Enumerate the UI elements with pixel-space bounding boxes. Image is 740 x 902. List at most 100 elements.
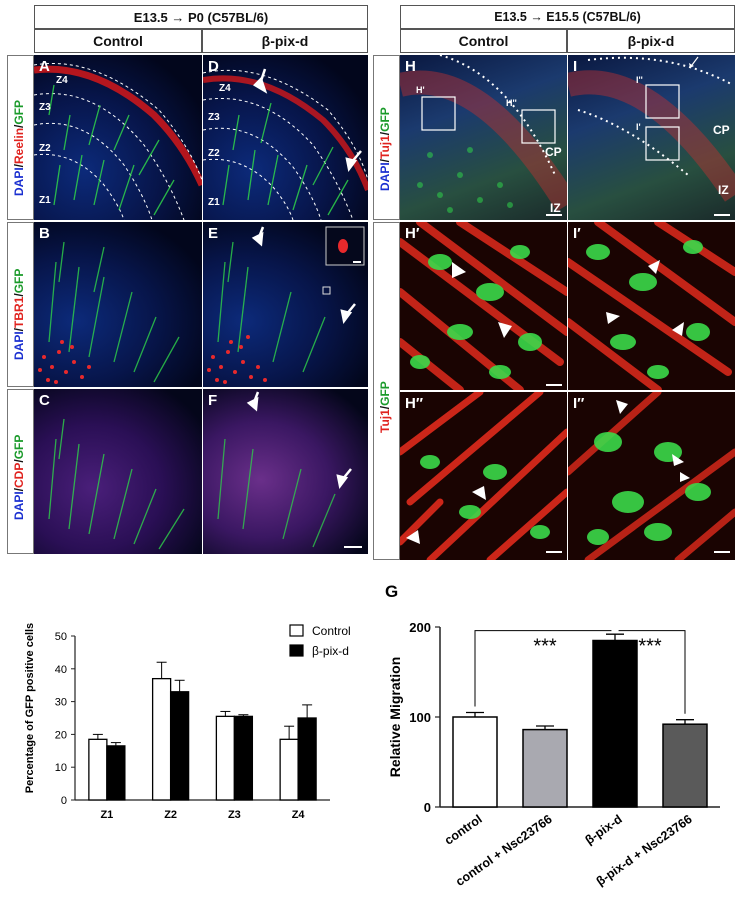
iz-label-i: IZ — [718, 183, 729, 197]
bar-Control-Z4 — [279, 738, 299, 801]
row-label-tbr1: DAPI/TBR1/GFP — [12, 268, 26, 360]
y-tick-label: 200 — [409, 620, 431, 635]
row-label-cdp: DAPI/CDP/GFP — [12, 434, 26, 520]
left-col-bpixd-text: β-pix-d — [261, 33, 309, 49]
cp-label-h: CP — [545, 145, 562, 159]
left-section-header-text: E13.5 → P0 (C57BL/6) — [133, 9, 269, 25]
panel-letter-e: E — [208, 225, 219, 242]
panel-e-overlay — [207, 226, 365, 384]
micrograph-panel-e: E — [203, 222, 368, 387]
row-label-reelin: DAPI/Reelin/GFP — [12, 99, 26, 196]
panel-letter-i-double-prime: I″ — [573, 395, 585, 412]
x-tick-label: control — [442, 812, 485, 848]
panel-letter-h-prime: H′ — [405, 225, 420, 242]
legend-label-1: β-pix-d — [312, 644, 349, 658]
row-label-box-cdp: DAPI/CDP/GFP — [7, 389, 34, 554]
panel-h-overlay — [400, 55, 567, 216]
zone-label-z4-a: Z4 — [56, 75, 68, 86]
right-col-bpixd: β-pix-d — [567, 29, 735, 53]
right-col-control: Control — [400, 29, 567, 53]
row-label-tuj1-bottom: Tuj1/GFP — [378, 381, 392, 433]
zone-label-z1-d: Z1 — [208, 197, 220, 208]
right-col-bpixd-text: β-pix-d — [627, 33, 675, 49]
legend-swatch-1 — [289, 644, 304, 657]
panel-a-overlay — [34, 62, 202, 220]
x-tick-label: Z4 — [292, 809, 306, 821]
panel-i-overlay — [568, 56, 735, 216]
bar-Control-Z2 — [151, 677, 172, 801]
x-tick-label: Z3 — [228, 809, 241, 821]
y-tick-label: 10 — [55, 762, 67, 774]
bar-3 — [662, 723, 708, 808]
bar-Control-Z1 — [88, 738, 108, 801]
chart-gfp-distribution: 0 10 20 30 40 50 Percentage of GFP positive ce… — [0, 600, 380, 897]
significance-label-2: *** — [638, 636, 662, 658]
panel-letter-h: H — [405, 58, 416, 75]
bar-β-pix-d-Z4 — [297, 717, 317, 801]
micrograph-panel-i-prime: I′ — [568, 222, 735, 390]
zone-label-z1-a: Z1 — [39, 195, 51, 206]
cp-label-i: CP — [713, 123, 730, 137]
panel-c-overlay — [48, 418, 185, 550]
iz-label-h: IZ — [550, 201, 561, 215]
bar-β-pix-d-Z1 — [106, 745, 126, 801]
row-label-box-tbr1: DAPI/TBR1/GFP — [7, 222, 34, 387]
micrograph-panel-h: H H' H'' CP IZ — [400, 55, 567, 220]
y-axis-label: Percentage of GFP positive cells — [24, 623, 36, 793]
y-axis-label: Relative Migration — [387, 657, 403, 778]
micrograph-panel-a: A Z4 Z3 Z2 Z1 — [34, 55, 202, 220]
micrograph-panel-d: D Z4 Z3 Z2 Z1 — [203, 55, 368, 220]
panel-letter-f: F — [208, 392, 218, 409]
inset-label-i2: I'' — [636, 75, 643, 85]
y-tick-label: 0 — [424, 800, 431, 815]
significance-bracket-2 — [618, 630, 686, 714]
zone-label-z3-d: Z3 — [208, 112, 220, 123]
y-tick-label: 100 — [409, 710, 431, 725]
micrograph-panel-h-double-prime: H″ — [400, 392, 567, 560]
bar-β-pix-d-Z3 — [233, 715, 254, 801]
row-label-box-tuj1-top: DAPI/Tuj1/GFP — [373, 55, 400, 220]
panel-letter-a: A — [39, 58, 50, 75]
zone-label-z2-d: Z2 — [208, 148, 220, 159]
y-tick-label: 30 — [55, 697, 67, 709]
significance-bracket-1 — [474, 630, 612, 707]
panel-d-overlay — [203, 68, 368, 220]
panel-letter-g: G — [385, 582, 398, 601]
panel-h-prime-overlay — [400, 222, 567, 390]
left-col-control-text: Control — [93, 33, 143, 49]
left-section-header: E13.5 → P0 (C57BL/6) — [34, 5, 368, 29]
panel-i-prime-overlay — [568, 222, 735, 390]
bar-1 — [522, 728, 568, 808]
row-label-box-reelin: DAPI/Reelin/GFP — [7, 55, 34, 220]
zone-label-z4-d: Z4 — [219, 83, 231, 94]
chart-relative-migration: G 0 100 200 Relative Migration control control… — [380, 575, 740, 897]
inset-label-i1: I' — [636, 122, 641, 132]
micrograph-panel-i: I I'' I' CP IZ — [568, 55, 735, 220]
panel-letter-c: C — [39, 392, 50, 409]
panel-letter-i-prime: I′ — [573, 225, 581, 242]
panel-letter-b: B — [39, 225, 50, 242]
significance-label-1: *** — [533, 636, 557, 658]
right-col-control-text: Control — [458, 33, 509, 49]
bar-Control-Z3 — [215, 715, 236, 801]
zone-label-z2-a: Z2 — [39, 143, 51, 154]
bar-0 — [452, 716, 498, 808]
panel-letter-i: I — [573, 58, 578, 75]
row-label-box-tuj1-bottom: Tuj1/GFP — [373, 222, 400, 560]
y-tick-label: 40 — [55, 664, 67, 676]
bar-β-pix-d-Z2 — [169, 691, 190, 801]
bar-2 — [592, 639, 638, 808]
micrograph-panel-h-prime: H′ — [400, 222, 567, 390]
micrograph-panel-i-double-prime: I″ — [568, 392, 735, 560]
panel-h-double-prime-overlay — [400, 392, 567, 560]
chart-gfp-svg: 0 10 20 30 40 50 Percentage of GFP positive ce… — [24, 623, 351, 821]
legend-label-0: Control — [312, 624, 351, 638]
panel-letter-h-double-prime: H″ — [405, 395, 424, 412]
left-col-control: Control — [34, 29, 202, 53]
micrograph-panel-f: F — [203, 389, 368, 554]
right-section-header-text: E13.5 → E15.5 (C57BL/6) — [494, 10, 641, 24]
x-tick-label: Z2 — [164, 809, 177, 821]
micrograph-panel-b: B — [34, 222, 202, 387]
y-tick-label: 50 — [55, 631, 67, 643]
